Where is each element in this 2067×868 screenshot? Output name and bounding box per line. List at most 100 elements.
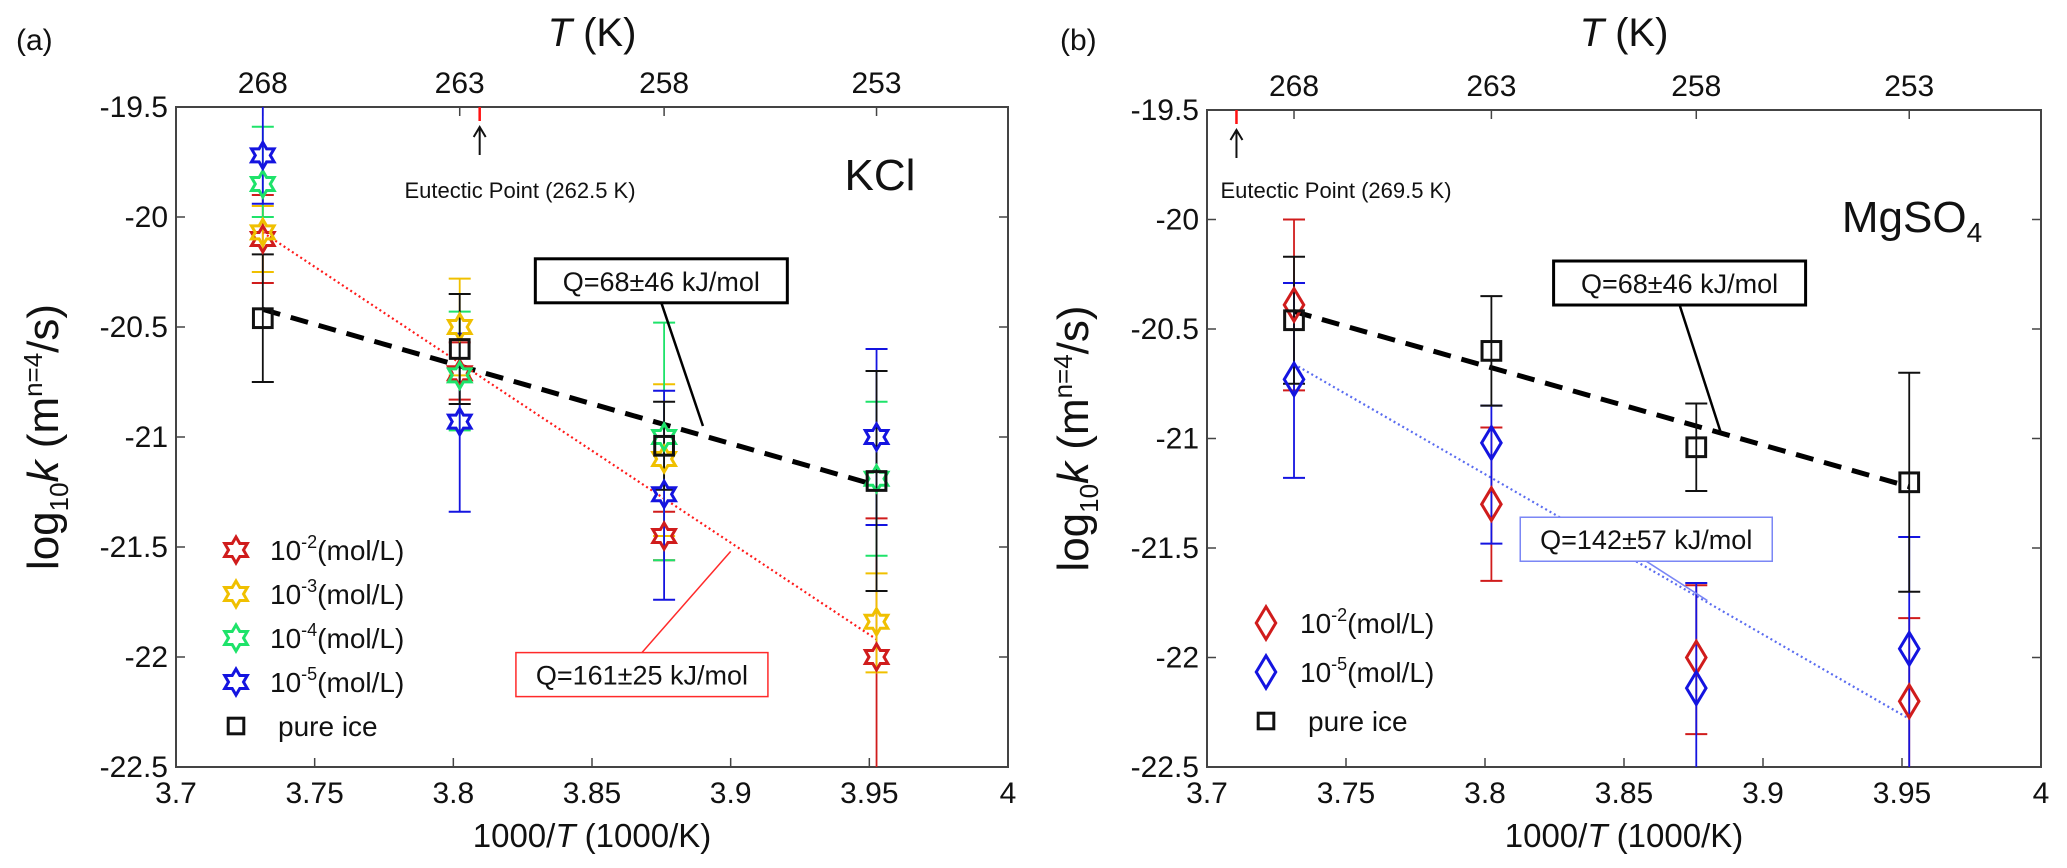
salt-label: KCl xyxy=(845,151,916,200)
legend-label: pure ice xyxy=(278,711,378,742)
annotation-box xyxy=(1552,259,1808,307)
y-tick-label: -20 xyxy=(125,201,168,234)
data-point xyxy=(1479,423,1503,463)
data-point xyxy=(865,470,888,492)
annotation-box xyxy=(533,257,789,305)
annotation-label: Q=68±46 kJ/mol xyxy=(563,267,760,297)
data-point xyxy=(1480,340,1503,362)
annotation-label: Q=142±57 kJ/mol xyxy=(1540,525,1752,555)
annotation-pointer xyxy=(641,550,732,654)
y-tick-label: -21 xyxy=(125,421,168,454)
y-tick-label: -20 xyxy=(1156,204,1199,237)
salt-label: MgSO4 xyxy=(1842,193,1982,248)
data-point xyxy=(1685,436,1708,459)
data-point xyxy=(1897,682,1921,721)
x-tick-label: 3.9 xyxy=(1742,777,1784,810)
legend-marker xyxy=(222,534,250,566)
panel-b-mgso4: (b) T (K) 3.7 3.75 3.8 3.85 3.9 3.95 4 -19.5 -20 -2… xyxy=(1048,11,2049,854)
data-point xyxy=(1897,629,1921,668)
x-tick-label: 3.95 xyxy=(840,777,898,810)
y-tick-label: -22 xyxy=(1156,642,1199,675)
x-tick-label: 3.75 xyxy=(1317,777,1375,810)
panel-label: (b) xyxy=(1060,24,1097,57)
data-point xyxy=(650,478,679,511)
panel-a-kcl: (a) T (K) 3.7 3.75 3.8 3.85 3.9 3.95 4 -19.5 -20 -2… xyxy=(16,11,1016,854)
x-tick-label: 3.7 xyxy=(155,777,197,810)
data-point xyxy=(1684,668,1708,708)
legend-marker xyxy=(1254,603,1278,643)
data-point xyxy=(248,139,277,172)
top-tick-label: 263 xyxy=(435,67,485,100)
data-point xyxy=(862,605,891,638)
top-tick-label: 253 xyxy=(852,67,902,100)
y-tick-label: -21 xyxy=(1156,423,1199,456)
x-tick-label: 3.85 xyxy=(1595,777,1653,810)
annotation-label: Q=68±46 kJ/mol xyxy=(1581,269,1778,299)
legend-label: 10-3(mol/L) xyxy=(270,576,404,610)
legend-label: 10-2(mol/L) xyxy=(270,532,404,566)
data-point xyxy=(1282,285,1306,325)
x-tick-label: 3.8 xyxy=(432,777,474,810)
top-tick-label: 253 xyxy=(1884,70,1934,103)
legend-label: 10-2(mol/L) xyxy=(1300,605,1434,639)
top-tick-label: 258 xyxy=(639,67,689,100)
data-point xyxy=(862,640,891,674)
x-tick-label: 4 xyxy=(2033,777,2050,810)
x-tick-label: 3.8 xyxy=(1464,777,1506,810)
eutectic-label: Eutectic Point (269.5 K) xyxy=(1220,178,1451,203)
data-point xyxy=(248,216,277,249)
legend-label: pure ice xyxy=(1308,706,1408,737)
data-point xyxy=(448,338,471,360)
annotation-box xyxy=(1519,516,1773,562)
fit-line xyxy=(1293,309,1910,490)
y-tick-label: -22 xyxy=(125,641,168,674)
y-tick-label: -20.5 xyxy=(1131,313,1199,346)
data-point xyxy=(251,307,274,330)
legend-marker xyxy=(222,622,250,654)
legend-marker xyxy=(1256,711,1276,731)
eutectic-arrowhead xyxy=(472,125,487,138)
legend-marker xyxy=(226,716,246,736)
data-point xyxy=(1479,485,1503,524)
data-point xyxy=(1898,471,1921,494)
x-axis-label: 1000/T (1000/K) xyxy=(1505,817,1744,854)
x-tick-label: 3.95 xyxy=(1873,777,1931,810)
top-axis-title: T (K) xyxy=(1580,11,1669,55)
top-tick-label: 268 xyxy=(238,67,288,100)
annotation-pointer xyxy=(660,302,705,427)
legend-label: 10-4(mol/L) xyxy=(270,620,404,654)
data-point xyxy=(445,405,474,438)
data-point xyxy=(650,519,679,553)
eutectic-label: Eutectic Point (262.5 K) xyxy=(404,178,635,203)
legend-label: 10-5(mol/L) xyxy=(270,664,404,698)
top-axis-title: T (K) xyxy=(548,11,637,55)
x-tick-label: 3.85 xyxy=(563,777,621,810)
legend-marker xyxy=(222,666,250,698)
y-tick-label: -22.5 xyxy=(100,751,168,784)
top-tick-label: 258 xyxy=(1671,70,1721,103)
data-point xyxy=(1282,360,1306,399)
x-tick-label: 3.75 xyxy=(285,777,343,810)
data-point xyxy=(650,420,679,454)
x-tick-label: 3.7 xyxy=(1186,777,1228,810)
y-tick-label: -21.5 xyxy=(1131,532,1199,565)
y-tick-label: -19.5 xyxy=(1131,94,1199,127)
y-tick-label: -19.5 xyxy=(100,91,168,124)
top-tick-label: 268 xyxy=(1269,70,1319,103)
y-tick-label: -22.5 xyxy=(1131,751,1199,784)
data-point xyxy=(653,434,675,457)
panel-label: (a) xyxy=(16,24,53,57)
annotation-pointer xyxy=(1645,560,1708,602)
top-tick-label: 263 xyxy=(1466,70,1516,103)
y-axis-label: log10k (mn=4/s) xyxy=(18,304,74,570)
legend-marker xyxy=(1254,652,1278,692)
data-point xyxy=(445,359,474,392)
y-tick-label: -21.5 xyxy=(100,531,168,564)
y-axis-label: log10k (mn=4/s) xyxy=(1048,305,1104,571)
data-point xyxy=(1283,309,1305,332)
data-point xyxy=(248,222,277,256)
fit-line xyxy=(262,306,878,488)
legend-label: 10-5(mol/L) xyxy=(1300,654,1434,688)
y-tick-label: -20.5 xyxy=(100,311,168,344)
